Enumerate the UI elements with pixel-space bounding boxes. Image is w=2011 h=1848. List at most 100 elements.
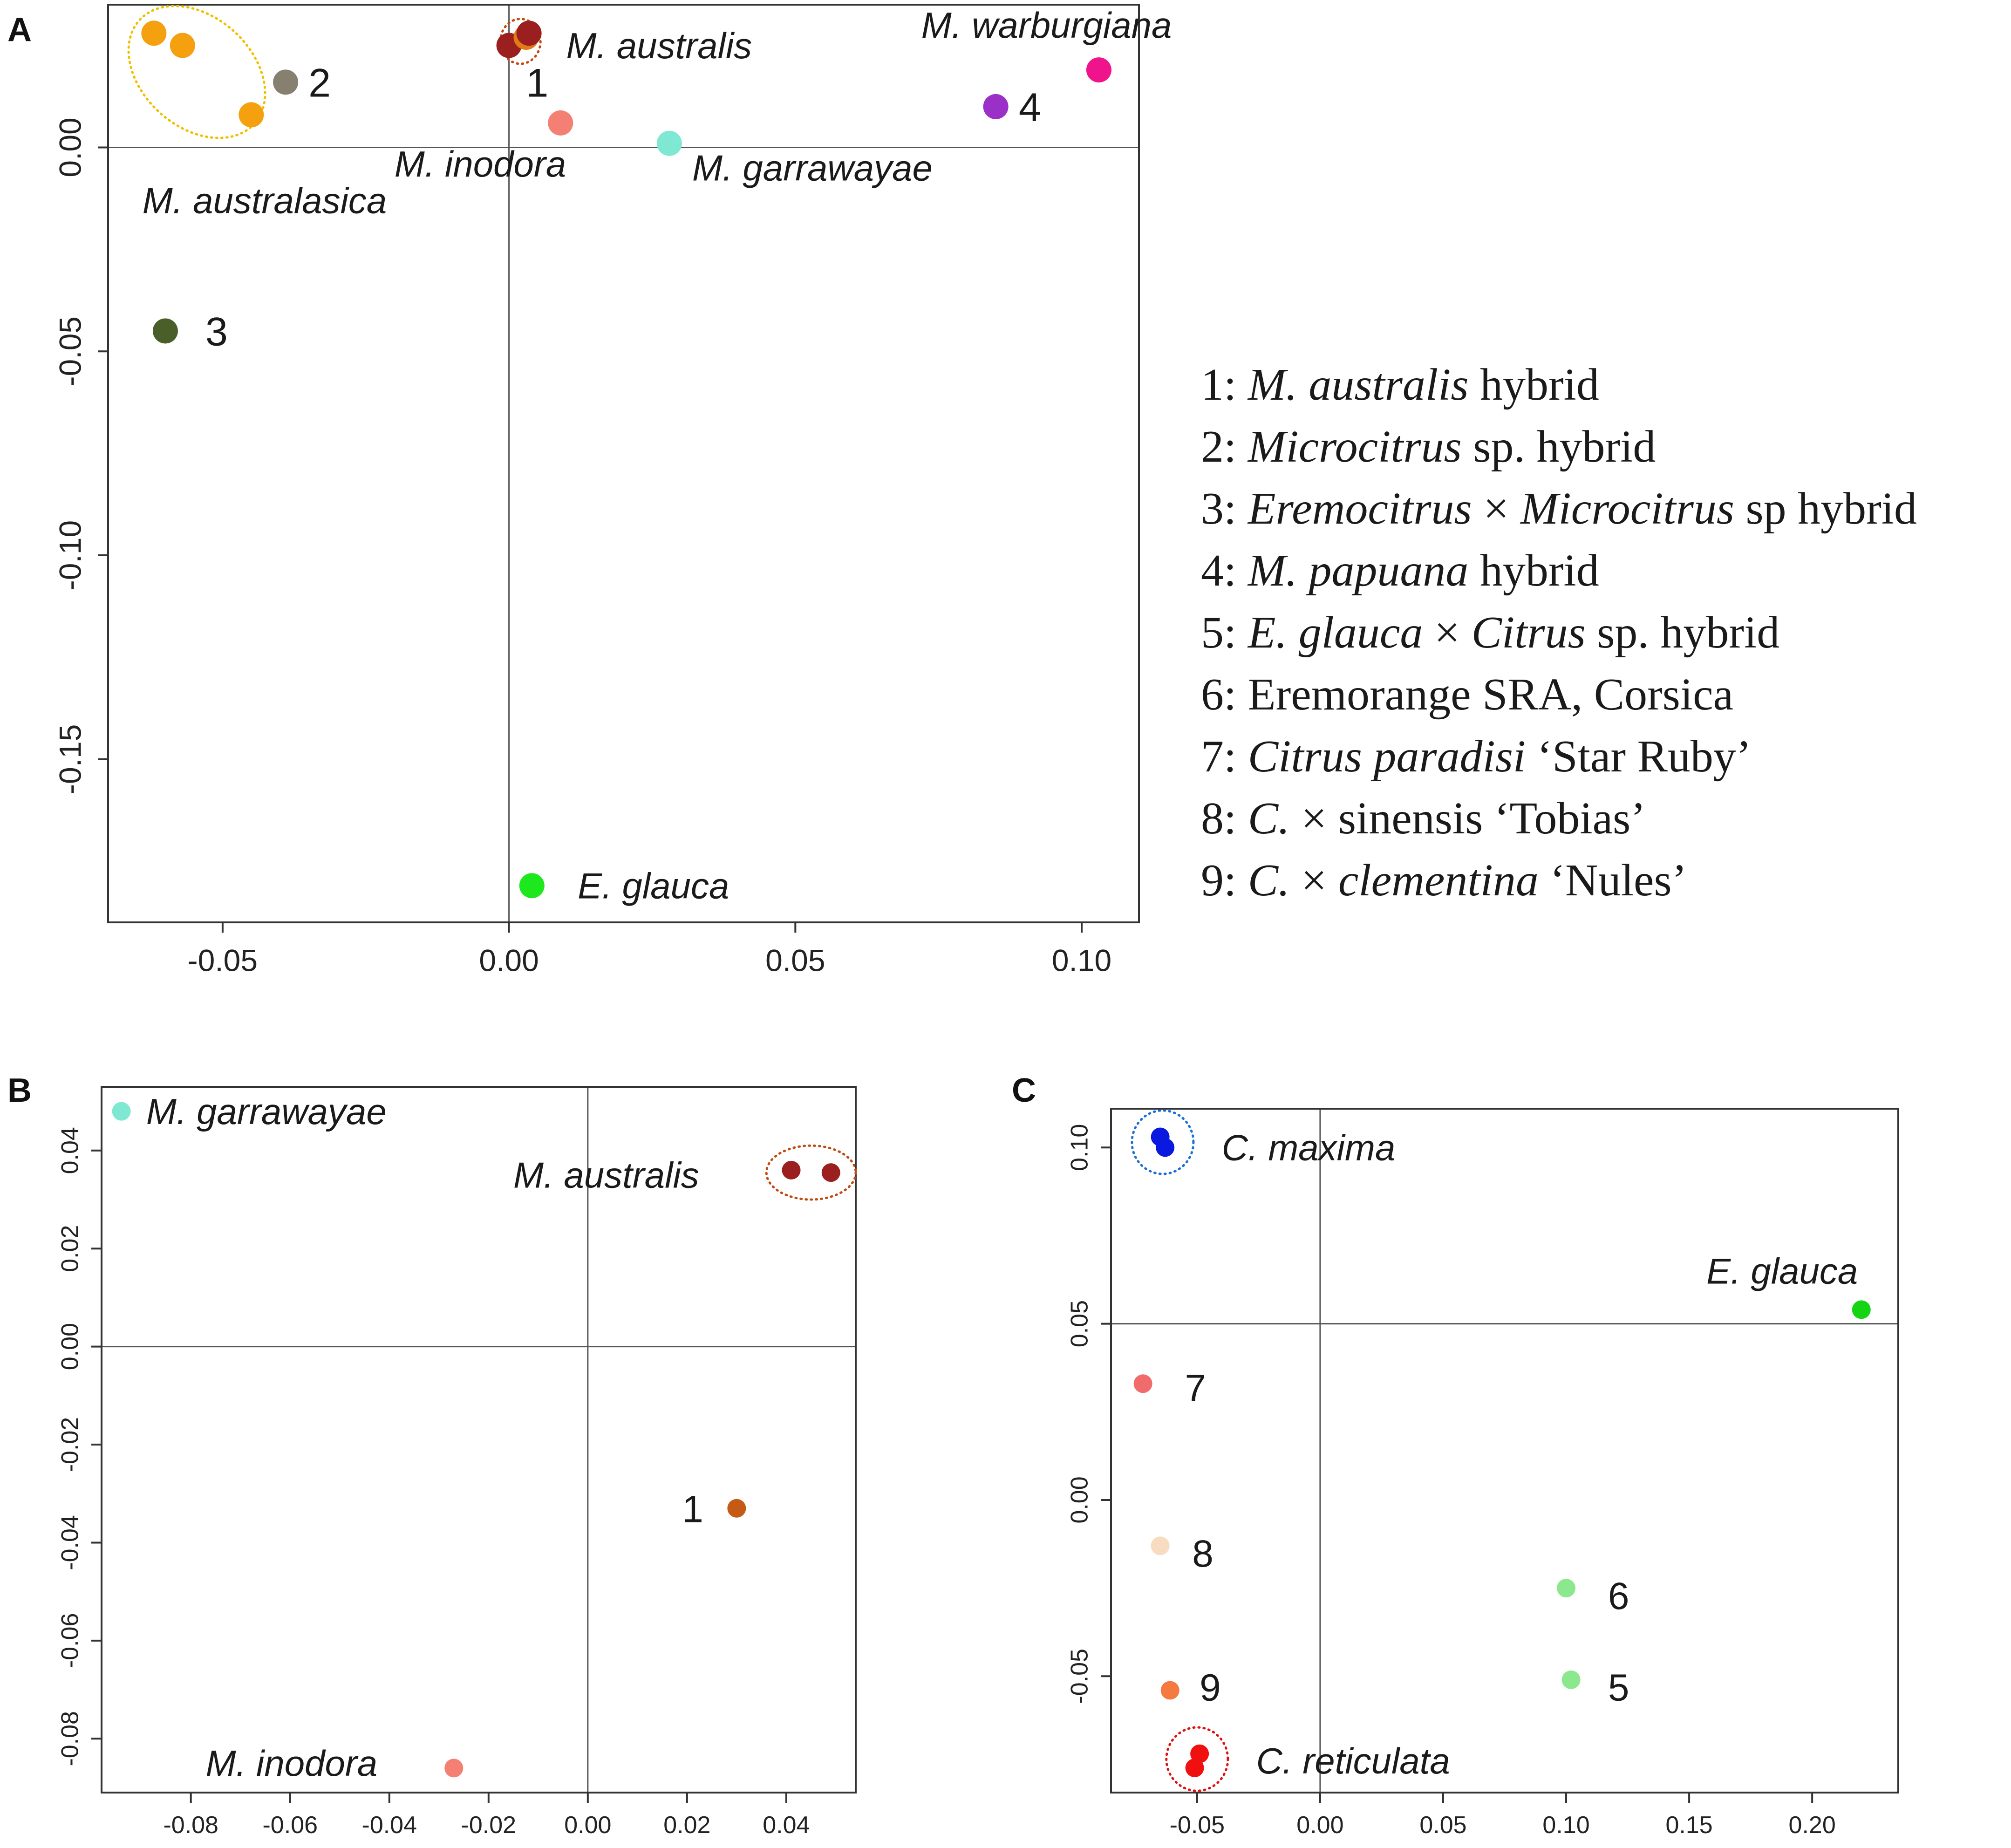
panel-a-species-label: E. glauca — [578, 866, 729, 907]
panel-c-x-tick-label: 0.00 — [1296, 1812, 1343, 1839]
panel-c-hybrid-number-label: 7 — [1185, 1367, 1206, 1409]
legend-item-text: × — [1423, 607, 1472, 658]
panel-a-y-tick-label: -0.15 — [53, 724, 88, 794]
panel-a-species-label: M. australis — [566, 25, 752, 66]
panel-a-species-label: M. garrawayae — [692, 148, 933, 189]
legend-item: 4: M. papuana hybrid — [1201, 540, 2007, 602]
legend-item: 9: C. × clementina ‘Nules’ — [1201, 850, 2007, 912]
panel-a-data-point — [239, 102, 264, 128]
panel-b-y-tick-label: 0.02 — [56, 1225, 83, 1272]
panel-a-y-tick-label: 0.00 — [53, 117, 88, 177]
panel-b-data-point — [112, 1102, 131, 1121]
hybrid-legend: 1: M. australis hybrid 2: Microcitrus sp.… — [1201, 354, 2007, 912]
panel-c-x-tick-label: 0.05 — [1419, 1812, 1466, 1839]
panel-c-hybrid-number-label: 6 — [1608, 1575, 1629, 1617]
panel-a-data-point — [548, 110, 573, 136]
panel-b-x-tick-label: 0.04 — [763, 1812, 810, 1839]
panel-letter-a: A — [7, 11, 32, 48]
panel-c-y-tick-label: 0.10 — [1066, 1124, 1093, 1171]
panel-b-y-tick-label: -0.06 — [56, 1613, 83, 1669]
panel-c-species-label: E. glauca — [1706, 1250, 1858, 1291]
panel-a-group-ellipse — [127, 5, 266, 139]
panel-a-data-point — [516, 20, 542, 46]
legend-item-text: hybrid — [1468, 546, 1599, 596]
panel-a-data-point — [656, 130, 682, 156]
panel-a-data-point — [170, 33, 195, 58]
scatter-panel-a: -0.05 0.00 0.05 0.10 0.00 -0.05 -0.10 -0.15 M. w… — [53, 4, 1172, 978]
panel-c-y-tick-label: -0.05 — [1066, 1649, 1093, 1704]
panel-b-x-tick-label: -0.04 — [362, 1812, 417, 1839]
panel-c-data-point — [1185, 1759, 1204, 1778]
panel-c-data-point — [1852, 1300, 1871, 1319]
legend-item: 8: C. × sinensis ‘Tobias’ — [1201, 788, 2007, 850]
panel-c-hybrid-number-label: 8 — [1192, 1533, 1213, 1575]
panel-c-data-point — [1557, 1579, 1576, 1598]
panel-b-x-tick-label: 0.02 — [663, 1812, 710, 1839]
legend-item-text: Eremocitrus — [1248, 484, 1472, 534]
panel-a-y-tick-label: -0.05 — [53, 316, 88, 386]
panel-c-hybrid-number-label: 5 — [1608, 1667, 1629, 1709]
legend-item-number: 1: — [1201, 360, 1248, 410]
panel-a-y-tick-label: -0.10 — [53, 520, 88, 590]
legend-item-text: × sinensis ‘Tobias’ — [1289, 793, 1646, 844]
legend-item-number: 7: — [1201, 731, 1248, 782]
panel-a-hybrid-number-label: 4 — [1019, 85, 1041, 130]
panel-a-species-label: M. warburgiana — [921, 5, 1172, 46]
panel-a-x-tick-label: 0.05 — [765, 943, 825, 978]
panel-a-species-label: M. australasica — [143, 180, 387, 221]
legend-item-number: 3: — [1201, 484, 1248, 534]
panel-c-group-ellipse — [1131, 1109, 1195, 1175]
panel-a-x-tick-label: -0.05 — [188, 943, 258, 978]
panel-a-data-point — [141, 20, 167, 46]
legend-item-text: clementina — [1338, 855, 1539, 906]
panel-c-y-tick-label: 0.00 — [1066, 1476, 1093, 1523]
panel-c-data-point — [1190, 1744, 1209, 1763]
legend-item-text: M. papuana — [1248, 546, 1469, 596]
panel-b-species-label: M. australis — [513, 1155, 699, 1196]
legend-item-text: sp hybrid — [1734, 484, 1917, 534]
legend-item-text: ‘Nules’ — [1538, 855, 1687, 906]
panel-c-species-label: C. maxima — [1222, 1127, 1396, 1168]
panel-c-y-tick-label: 0.05 — [1066, 1300, 1093, 1347]
legend-item-text: E. glauca — [1248, 607, 1423, 658]
legend-item-number: 5: — [1201, 607, 1248, 658]
panel-a-hybrid-number-label: 3 — [205, 309, 228, 354]
panel-c-x-tick-label: -0.05 — [1170, 1812, 1225, 1839]
legend-item-text: Microcitrus — [1520, 484, 1734, 534]
panel-b-data-point — [821, 1163, 840, 1182]
panel-a-hybrid-number-label: 1 — [526, 61, 548, 105]
legend-item: 5: E. glauca × Citrus sp. hybrid — [1201, 602, 2007, 664]
legend-item-text: × — [1472, 484, 1520, 534]
legend-item-number: 9: — [1201, 855, 1248, 906]
legend-item-text: C. — [1248, 793, 1290, 844]
panel-c-species-label: C. reticulata — [1256, 1740, 1450, 1781]
legend-item-number: 2: — [1201, 422, 1248, 472]
legend-item-number: 6: — [1201, 669, 1248, 720]
scatter-panel-c: -0.05 0.00 0.05 0.10 0.15 0.20 0.10 0.05 0.00 -0.… — [1066, 1108, 1899, 1839]
panel-b-group-ellipse — [765, 1144, 857, 1201]
scatter-panel-b: -0.08 -0.06 -0.04 -0.02 0.00 0.02 0.04 0.04 0.02… — [56, 1086, 857, 1839]
legend-item-text: M. australis — [1248, 360, 1469, 410]
panel-a-data-point — [152, 318, 178, 344]
panel-c-data-point — [1151, 1536, 1170, 1555]
panel-b-y-tick-label: -0.02 — [56, 1417, 83, 1473]
panel-b-plot-frame — [101, 1086, 857, 1793]
panel-b-y-tick-label: 0.04 — [56, 1127, 83, 1174]
panel-b-data-point — [782, 1160, 801, 1180]
panel-a-data-point — [273, 69, 299, 95]
legend-item-text: Microcitrus — [1248, 422, 1462, 472]
panel-letter-c: C — [1012, 1072, 1036, 1109]
legend-item-text: sp. hybrid — [1585, 607, 1780, 658]
legend-item-text: hybrid — [1468, 360, 1599, 410]
panel-b-species-label: M. inodora — [206, 1743, 378, 1784]
legend-item-text: Citrus paradisi — [1248, 731, 1526, 782]
panel-b-y-tick-label: 0.00 — [56, 1323, 83, 1370]
panel-b-data-point — [727, 1499, 746, 1518]
panel-c-x-tick-label: 0.15 — [1665, 1812, 1712, 1839]
panel-b-hybrid-number-label: 1 — [682, 1488, 703, 1530]
panel-a-x-tick-label: 0.00 — [479, 943, 539, 978]
panel-a-data-point — [1086, 57, 1111, 83]
panel-b-x-tick-label: -0.06 — [262, 1812, 318, 1839]
panel-b-x-tick-label: -0.08 — [163, 1812, 218, 1839]
